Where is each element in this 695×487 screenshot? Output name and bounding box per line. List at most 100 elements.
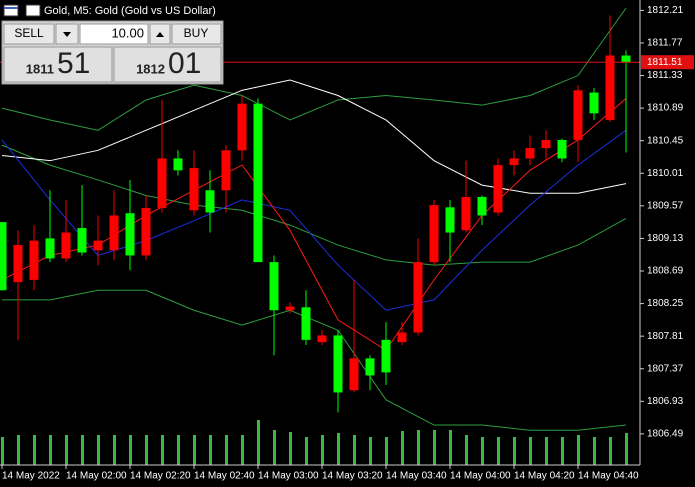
decrease-arrow[interactable] (63, 32, 71, 37)
candle-body (413, 262, 423, 333)
candle-body (445, 207, 455, 233)
candle-body (221, 150, 231, 191)
y-tick-label: 1808.69 (647, 266, 684, 277)
volume-bar (81, 435, 84, 465)
volume-bar (273, 430, 276, 465)
volume-bar (449, 430, 452, 465)
candle-body (493, 165, 503, 213)
chart-title: Gold, M5: Gold (Gold vs US Dollar) (44, 5, 216, 17)
volume-bar (225, 435, 228, 465)
candle-body (285, 306, 295, 311)
x-tick-label: 14 May 2022 (2, 471, 60, 482)
volume-bar (385, 437, 388, 465)
candle-body (173, 158, 183, 171)
volume-bar (209, 435, 212, 465)
volume-bar (529, 437, 532, 465)
indicator-line (1, 144, 627, 266)
ask-big[interactable]: 1812 (136, 61, 165, 76)
title-bar: Gold, M5: Gold (Gold vs US Dollar) (3, 4, 216, 17)
candle-body (109, 215, 119, 251)
x-tick-label: 14 May 03:20 (322, 471, 383, 482)
volume-bar (593, 437, 596, 465)
last-price-label: 1811.51 (647, 57, 683, 68)
trade-panel: SELL 10.00 BUY 1811 51 1812 01 (1, 20, 224, 85)
candle-body (301, 307, 311, 340)
volume-bar (417, 430, 420, 465)
candle-body (157, 158, 167, 209)
volume-bar (129, 435, 132, 465)
y-tick-label: 1806.93 (647, 396, 684, 407)
volume-bar (177, 435, 180, 465)
volume-bar (513, 437, 516, 465)
indicator-line (1, 129, 627, 311)
candle-body (13, 245, 23, 283)
y-tick-label: 1811.33 (647, 70, 683, 81)
candle-body (205, 190, 215, 213)
candle-body (429, 205, 439, 263)
y-tick-label: 1810.01 (647, 168, 684, 179)
candle-body (0, 222, 7, 291)
buy-label[interactable]: BUY (184, 26, 209, 40)
x-tick-label: 14 May 04:40 (578, 471, 639, 482)
volume-bar (305, 437, 308, 465)
volume-bar (97, 435, 100, 465)
candle-body (589, 92, 599, 114)
candle-body (397, 332, 407, 343)
volume-bar (193, 435, 196, 465)
y-tick-label: 1808.25 (647, 298, 684, 309)
x-tick-label: 14 May 04:20 (514, 471, 575, 482)
x-tick-label: 14 May 02:00 (66, 471, 127, 482)
volume-bar (545, 437, 548, 465)
volume-bar (113, 435, 116, 465)
candle-body (61, 232, 71, 259)
volume-bar (369, 437, 372, 465)
volume-bar (401, 431, 404, 465)
bid-small[interactable]: 51 (57, 47, 90, 80)
bid-big[interactable]: 1811 (26, 61, 54, 76)
indicator-line (1, 79, 627, 194)
volume-bar (145, 435, 148, 465)
chart-icon (25, 4, 41, 17)
candle-body (77, 228, 87, 253)
candle-body (93, 240, 103, 251)
x-tick-label: 14 May 02:20 (130, 471, 191, 482)
candle-body (45, 238, 55, 259)
sell-label[interactable]: SELL (14, 26, 44, 40)
candle-body (125, 213, 135, 256)
x-tick-label: 14 May 04:00 (450, 471, 511, 482)
candle-body (509, 158, 519, 166)
y-tick-label: 1809.13 (647, 233, 684, 244)
volume-bar (433, 430, 436, 465)
volume-bar (577, 435, 580, 465)
sell-button[interactable] (3, 23, 55, 45)
candle-body (29, 240, 39, 280)
volume-bar (481, 437, 484, 465)
volume-bar (33, 435, 36, 465)
candle-body (557, 139, 567, 159)
candle-body (525, 148, 535, 159)
volume-bar (257, 420, 260, 465)
volume-bar (337, 433, 340, 465)
candle-body (333, 335, 343, 393)
ask-small[interactable]: 01 (168, 47, 201, 80)
volume-bar (561, 437, 564, 465)
ask-box[interactable] (113, 46, 222, 83)
x-tick-label: 14 May 02:40 (194, 471, 255, 482)
increase-arrow[interactable] (156, 32, 164, 37)
volume-bar (465, 435, 468, 465)
indicator-line (2, 289, 627, 431)
volume-bar (161, 435, 164, 465)
y-tick-label: 1810.89 (647, 103, 684, 114)
volume-bar (49, 435, 52, 465)
volume-bar (625, 433, 628, 465)
candle-body (461, 196, 471, 231)
bid-box[interactable] (3, 46, 113, 83)
candle-body (253, 103, 263, 263)
volume-value[interactable]: 10.00 (111, 25, 144, 40)
volume-input[interactable] (79, 23, 149, 45)
buy-button[interactable] (171, 23, 222, 45)
candle-body (541, 139, 551, 149)
